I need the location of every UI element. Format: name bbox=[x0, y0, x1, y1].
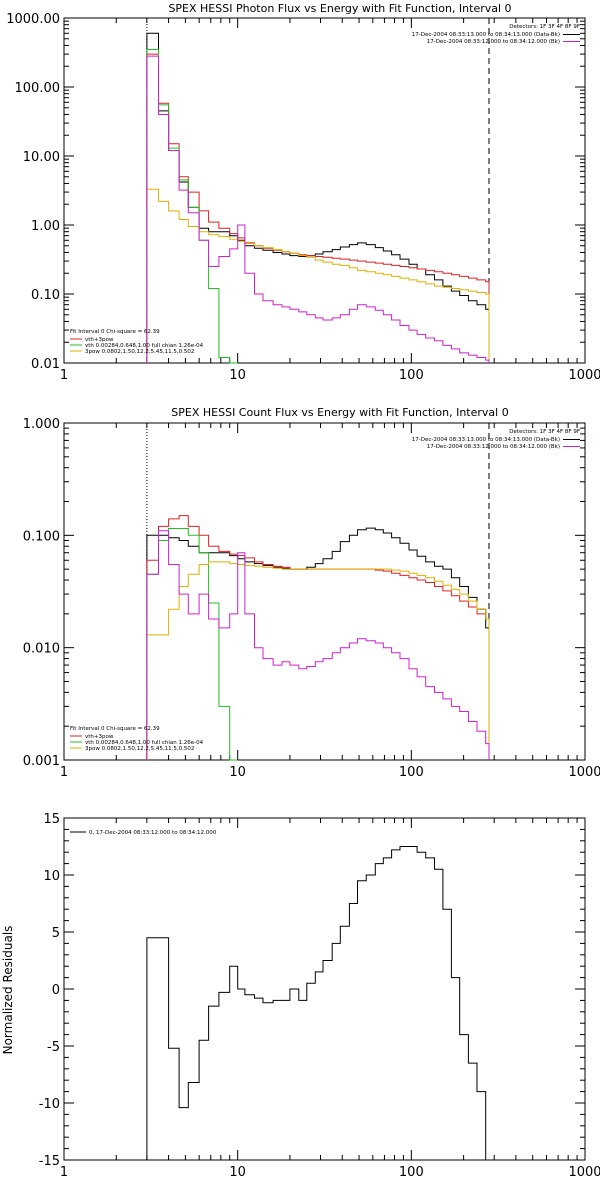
photon-flux-x-tick-label: 100 bbox=[399, 368, 424, 383]
count-flux-y-tick-label: 1.000 bbox=[23, 417, 60, 432]
photon-flux-plot-frame bbox=[63, 17, 586, 364]
photon-flux-legend-total: vth+3pow bbox=[85, 337, 114, 343]
residuals-legend-label: 0, 17-Dec-2004 08:33:12.000 to 08:34:12.… bbox=[89, 830, 217, 836]
photon-flux-y-tick-label: 10.00 bbox=[23, 150, 60, 165]
photon-flux-legend-bk: 17-Dec-2004 08:33:12.000 to 08:34:12.000… bbox=[427, 39, 560, 45]
photon-flux-y-tick-label: 0.01 bbox=[31, 357, 60, 372]
residuals-y-axis-label: Normalized Residuals bbox=[1, 926, 15, 1055]
residuals-x-tick-label: 10 bbox=[229, 1165, 246, 1180]
photon-flux-x-tick-label: 10 bbox=[229, 368, 246, 383]
photon-flux-legend-3pow: 3pow 0.0802,1.50,12.2,5.45,11.5,0.502 bbox=[85, 349, 194, 355]
residuals-y-tick-label: 15 bbox=[43, 812, 60, 827]
photon-flux-y-tick-label: 1.00 bbox=[31, 219, 60, 234]
residuals-y-tick-label: 10 bbox=[43, 869, 60, 884]
count-flux-x-tick-label: 1 bbox=[60, 765, 68, 780]
count-flux-legend-detectors: Detectors: 1F 3F 4F 8F 9F bbox=[509, 429, 580, 435]
photon-flux-panel: SPEX HESSI Photon Flux vs Energy with Fi… bbox=[6, 2, 600, 383]
residuals-panel: 1 10 100 1000 -15 -10 -5 0 5 10 15 0, 17-Dec-2004 … bbox=[1, 812, 600, 1180]
count-flux-x-tick-label: 1000 bbox=[568, 765, 600, 780]
count-flux-legend-data: 17-Dec-2004 08:33:13.000 to 08:34:13.000… bbox=[412, 437, 560, 443]
count-flux-plot-frame bbox=[63, 422, 586, 761]
count-flux-legend-fit: Fit Interval 0 Chi-square = 62.39 bbox=[70, 726, 160, 732]
photon-flux-legend-data: 17-Dec-2004 08:33:13.000 to 08:34:13.000… bbox=[412, 32, 560, 38]
count-flux-legend-vth: vth 0.00284,0.648,1.00 full chian 1.26e-… bbox=[85, 740, 204, 746]
count-flux-legend-3pow: 3pow 0.0802,1.50,12.2,5.45,11.5,0.502 bbox=[85, 746, 194, 752]
photon-flux-legend-fit: Fit Interval 0 Chi-square = 62.39 bbox=[70, 329, 160, 335]
residuals-y-tick-label: -5 bbox=[47, 1040, 60, 1055]
photon-flux-vth-series bbox=[146, 49, 238, 364]
photon-flux-3pow-series bbox=[146, 188, 490, 363]
count-flux-y-tick-label: 0.100 bbox=[23, 529, 60, 544]
residuals-x-tick-label: 1000 bbox=[568, 1165, 600, 1180]
photon-flux-data-series bbox=[146, 32, 490, 363]
residuals-y-tick-label: -15 bbox=[39, 1154, 60, 1169]
photon-flux-background-series bbox=[146, 55, 490, 363]
count-flux-legend-bk: 17-Dec-2004 08:33:12.000 to 08:34:12.000… bbox=[427, 444, 560, 450]
photon-flux-y-tick-label: 100.00 bbox=[15, 81, 61, 96]
photon-flux-x-tick-label: 1000 bbox=[568, 368, 600, 383]
photon-flux-legend-detectors: Detectors: 1F 3F 4F 8F 9F bbox=[509, 24, 580, 30]
count-flux-background-series bbox=[146, 530, 490, 760]
count-flux-panel: SPEX HESSI Count Flux vs Energy with Fit… bbox=[23, 406, 600, 780]
count-flux-vth-series bbox=[146, 528, 238, 761]
residuals-plot-frame bbox=[63, 817, 586, 1161]
photon-flux-total-fit-series bbox=[146, 53, 490, 363]
photon-flux-y-tick-label: 1000.00 bbox=[6, 12, 60, 27]
count-flux-y-tick-label: 0.010 bbox=[23, 642, 60, 657]
residuals-y-tick-label: 0 bbox=[52, 983, 60, 998]
count-flux-total-fit-series bbox=[146, 515, 490, 760]
photon-flux-y-tick-label: 0.10 bbox=[31, 288, 60, 303]
residuals-x-tick-label: 1 bbox=[60, 1165, 68, 1180]
count-flux-3pow-series bbox=[146, 561, 490, 760]
count-flux-x-tick-label: 100 bbox=[399, 765, 424, 780]
residuals-y-tick-label: -10 bbox=[39, 1097, 60, 1112]
count-flux-y-tick-label: 0.001 bbox=[23, 754, 60, 769]
photon-flux-title: SPEX HESSI Photon Flux vs Energy with Fi… bbox=[168, 2, 511, 15]
count-flux-title: SPEX HESSI Count Flux vs Energy with Fit… bbox=[171, 406, 508, 419]
count-flux-legend-total: vth+3pow bbox=[85, 734, 114, 740]
residuals-residuals-series bbox=[146, 846, 489, 1161]
residuals-x-tick-label: 100 bbox=[399, 1165, 424, 1180]
photon-flux-legend-vth: vth 0.00284,0.648,1.00 full chian 1.26e-… bbox=[85, 343, 204, 349]
residuals-y-tick-label: 5 bbox=[52, 926, 60, 941]
photon-flux-x-tick-label: 1 bbox=[60, 368, 68, 383]
count-flux-x-tick-label: 10 bbox=[229, 765, 246, 780]
count-flux-data-series bbox=[146, 527, 490, 760]
